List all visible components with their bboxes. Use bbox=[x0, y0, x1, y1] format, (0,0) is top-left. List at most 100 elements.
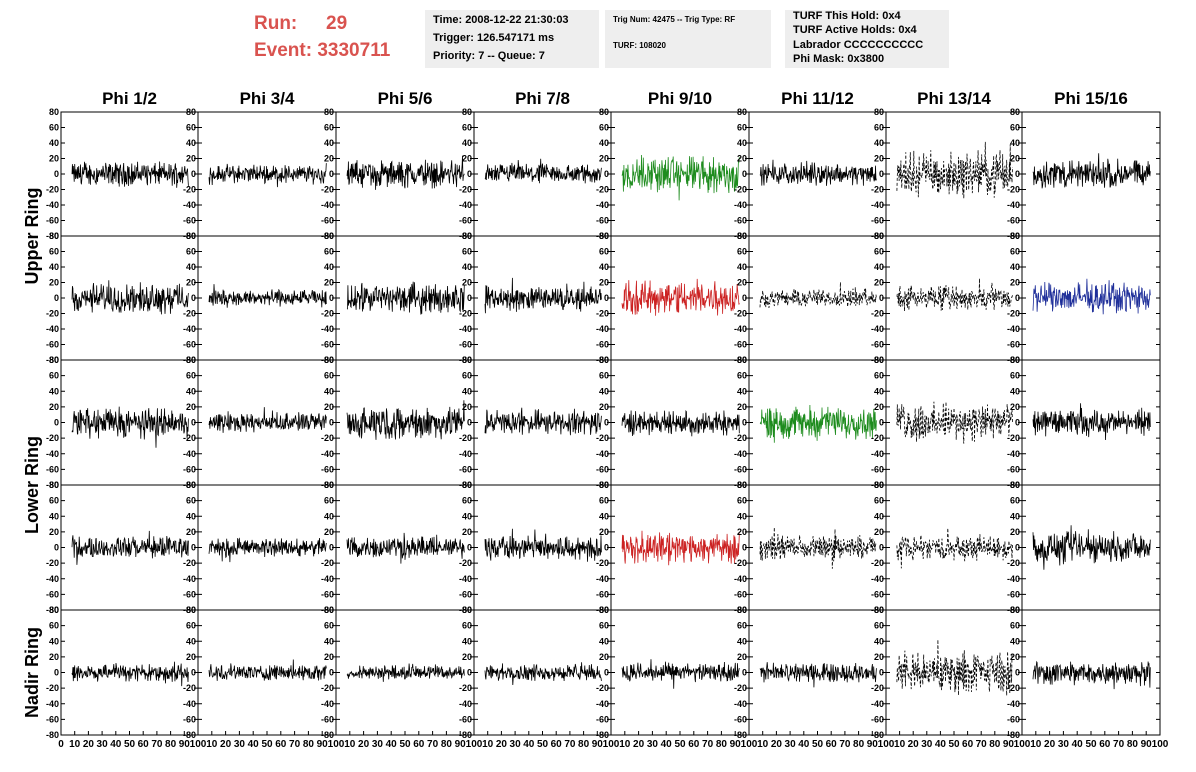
x-tick-label: 40 bbox=[523, 739, 535, 750]
x-tick-label: 50 bbox=[1085, 739, 1097, 750]
run-value: 29 bbox=[326, 13, 348, 34]
y-tick-label: 40 bbox=[874, 386, 884, 396]
x-tick-label: 30 bbox=[97, 739, 109, 750]
y-tick-label: 80 bbox=[737, 107, 747, 117]
x-tick-label: 10 bbox=[482, 739, 494, 750]
y-tick-label: 20 bbox=[599, 154, 609, 164]
column-title: Phi 11/12 bbox=[781, 89, 854, 108]
y-tick-label: 80 bbox=[49, 480, 59, 490]
y-tick-label: 20 bbox=[49, 402, 59, 412]
y-tick-label: 80 bbox=[462, 107, 472, 117]
y-tick-label: 0 bbox=[467, 169, 472, 179]
x-tick-label: 70 bbox=[151, 739, 163, 750]
waveform-trace bbox=[346, 532, 465, 564]
y-tick-label: -40 bbox=[183, 324, 196, 334]
y-tick-label: 20 bbox=[324, 154, 334, 164]
y-tick-label: 20 bbox=[186, 527, 196, 537]
x-tick-label: 80 bbox=[716, 739, 728, 750]
y-tick-label: 60 bbox=[737, 371, 747, 381]
waveform-trace bbox=[346, 663, 465, 682]
x-tick-label: 40 bbox=[248, 739, 260, 750]
y-tick-label: -80 bbox=[321, 730, 334, 740]
y-tick-label: -60 bbox=[459, 464, 472, 474]
x-tick-label: 80 bbox=[853, 739, 865, 750]
y-tick-label: -40 bbox=[734, 324, 747, 334]
x-tick-label: 90 bbox=[179, 739, 191, 750]
waveform-trace bbox=[621, 278, 740, 316]
y-tick-label: 60 bbox=[1010, 621, 1020, 631]
x-tick-label: 40 bbox=[1072, 739, 1084, 750]
x-tick-label: 100 bbox=[1014, 739, 1031, 750]
y-tick-label: 0 bbox=[54, 169, 59, 179]
panel-frame bbox=[610, 111, 750, 237]
x-tick-label: 50 bbox=[674, 739, 686, 750]
y-tick-label: -40 bbox=[183, 574, 196, 584]
y-tick-label: -40 bbox=[459, 449, 472, 459]
y-tick-label: 40 bbox=[324, 138, 334, 148]
x-tick-label: 10 bbox=[1030, 739, 1042, 750]
y-tick-label: 40 bbox=[737, 138, 747, 148]
y-tick-label: -40 bbox=[596, 699, 609, 709]
y-tick-label: 20 bbox=[1010, 527, 1020, 537]
y-tick-label: 60 bbox=[186, 496, 196, 506]
y-tick-label: 0 bbox=[604, 418, 609, 428]
y-tick-label: 60 bbox=[462, 371, 472, 381]
y-tick-label: 80 bbox=[1010, 605, 1020, 615]
y-tick-label: -40 bbox=[1007, 324, 1020, 334]
y-tick-label: 0 bbox=[1015, 418, 1020, 428]
y-tick-label: -60 bbox=[734, 589, 747, 599]
y-tick-label: -40 bbox=[596, 200, 609, 210]
x-tick-label: 50 bbox=[261, 739, 273, 750]
x-tick-label: 80 bbox=[1127, 739, 1139, 750]
y-tick-label: 40 bbox=[462, 511, 472, 521]
y-tick-label: 0 bbox=[879, 668, 884, 678]
y-tick-label: 40 bbox=[49, 636, 59, 646]
y-tick-label: 40 bbox=[874, 511, 884, 521]
y-tick-label: 0 bbox=[604, 668, 609, 678]
x-tick-label: 90 bbox=[317, 739, 329, 750]
x-tick-label: 60 bbox=[688, 739, 700, 750]
y-tick-label: 20 bbox=[462, 402, 472, 412]
y-tick-label: 60 bbox=[599, 247, 609, 257]
y-tick-label: 60 bbox=[186, 247, 196, 257]
y-tick-label: 60 bbox=[737, 496, 747, 506]
x-tick-label: 80 bbox=[989, 739, 1001, 750]
waveform-trace bbox=[1032, 660, 1151, 690]
y-tick-label: 60 bbox=[324, 123, 334, 133]
y-tick-label: 80 bbox=[599, 355, 609, 365]
y-tick-label: 60 bbox=[874, 496, 884, 506]
y-tick-label: -40 bbox=[459, 200, 472, 210]
y-tick-label: -60 bbox=[871, 464, 884, 474]
x-tick-label: 90 bbox=[1003, 739, 1015, 750]
waveform-trace bbox=[71, 661, 189, 687]
y-tick-label: 20 bbox=[1010, 278, 1020, 288]
y-tick-label: 40 bbox=[462, 386, 472, 396]
x-tick-label: 60 bbox=[962, 739, 974, 750]
y-tick-label: 40 bbox=[599, 386, 609, 396]
y-tick-label: -20 bbox=[459, 558, 472, 568]
ring-label: Nadir Ring bbox=[22, 627, 42, 718]
y-tick-label: -80 bbox=[459, 730, 472, 740]
x-tick-label: 60 bbox=[413, 739, 425, 750]
y-tick-label: -60 bbox=[183, 589, 196, 599]
y-tick-label: 20 bbox=[462, 652, 472, 662]
x-tick-label: 50 bbox=[399, 739, 411, 750]
turf-info-box: TURF This Hold: 0x4 TURF Active Holds: 0… bbox=[785, 10, 949, 68]
y-tick-label: 0 bbox=[467, 543, 472, 553]
y-tick-label: 80 bbox=[462, 231, 472, 241]
y-tick-label: -80 bbox=[734, 730, 747, 740]
x-tick-label: 90 bbox=[455, 739, 467, 750]
column-title: Phi 9/10 bbox=[648, 89, 712, 108]
y-tick-label: -20 bbox=[459, 433, 472, 443]
x-tick-label: 40 bbox=[935, 739, 947, 750]
y-tick-label: 0 bbox=[191, 668, 196, 678]
x-tick-label: 10 bbox=[757, 739, 769, 750]
x-tick-label: 40 bbox=[386, 739, 398, 750]
y-tick-label: 20 bbox=[874, 652, 884, 662]
x-tick-label: 30 bbox=[647, 739, 659, 750]
y-tick-label: 40 bbox=[874, 262, 884, 272]
y-tick-label: -20 bbox=[183, 683, 196, 693]
y-tick-label: 40 bbox=[49, 262, 59, 272]
x-tick-label: 10 bbox=[206, 739, 218, 750]
